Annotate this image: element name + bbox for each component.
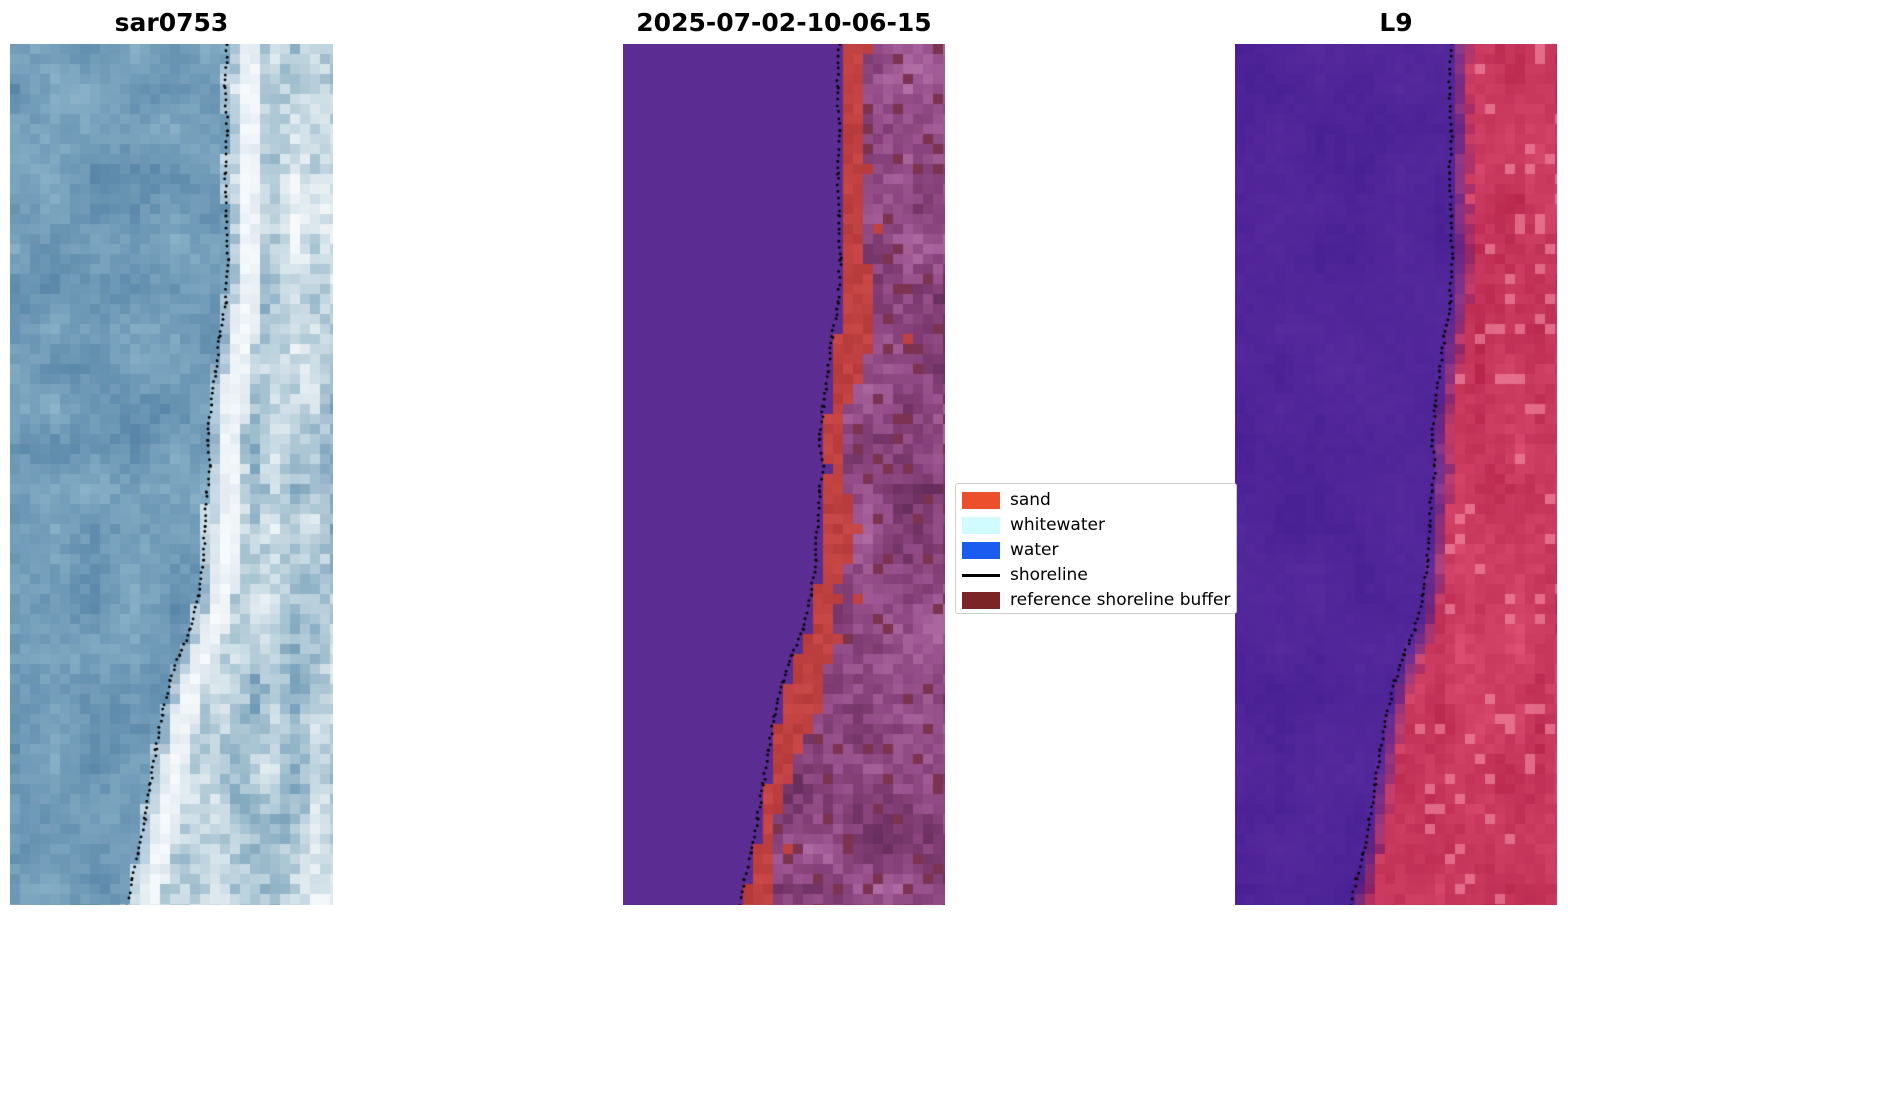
legend: sand whitewater water shoreline referenc… <box>955 483 1237 614</box>
panel-title-date: 2025-07-02-10-06-15 <box>636 8 932 37</box>
classified-image-panel <box>623 44 945 905</box>
legend-label-sand: sand <box>1010 490 1051 510</box>
panel-title-sar: sar0753 <box>114 8 229 37</box>
legend-item-sand: sand <box>962 488 1230 513</box>
legend-label-shoreline: shoreline <box>1010 565 1088 585</box>
legend-item-reference-buffer: reference shoreline buffer <box>962 588 1231 613</box>
sar-image-panel <box>10 44 333 905</box>
panel-title-l9: L9 <box>1379 8 1413 37</box>
l9-image-panel <box>1235 44 1557 905</box>
shoreline-line-swatch <box>962 567 1000 584</box>
water-swatch <box>962 542 1000 559</box>
shoreline-line-icon <box>962 574 1000 577</box>
whitewater-swatch <box>962 517 1000 534</box>
legend-item-water: water <box>962 538 1230 563</box>
sand-swatch <box>962 492 1000 509</box>
legend-label-whitewater: whitewater <box>1010 515 1105 535</box>
reference-buffer-swatch <box>962 592 1000 609</box>
legend-label-water: water <box>1010 540 1059 560</box>
legend-item-whitewater: whitewater <box>962 513 1230 538</box>
legend-label-reference-buffer: reference shoreline buffer <box>1010 590 1231 610</box>
legend-item-shoreline: shoreline <box>962 563 1230 588</box>
